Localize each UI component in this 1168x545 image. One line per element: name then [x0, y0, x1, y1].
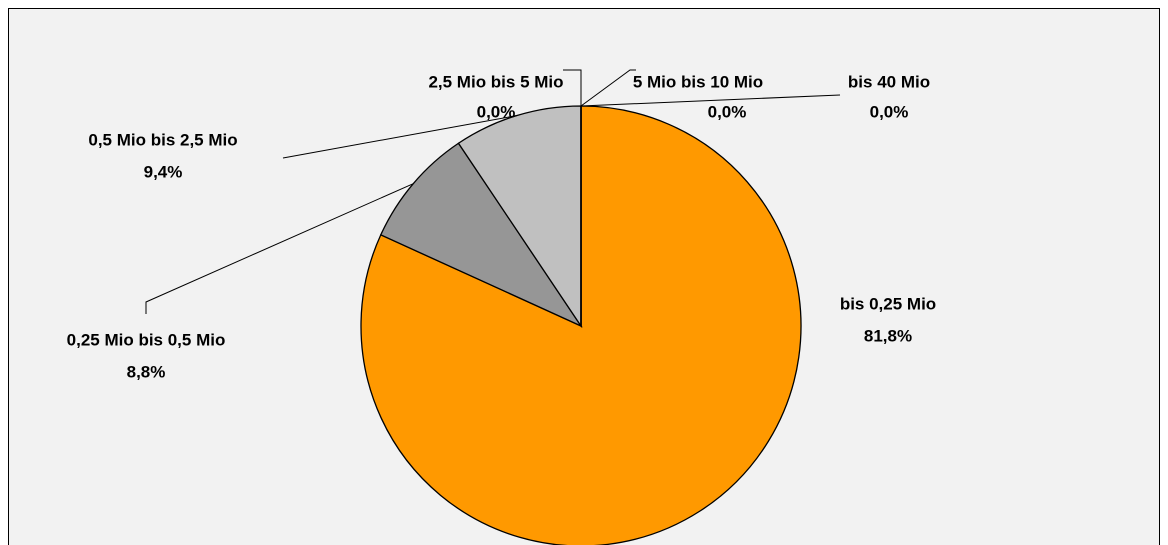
- leader-line: [580, 94, 841, 107]
- slice-label: 0,25 Mio bis 0,5 Mio: [67, 330, 226, 349]
- leader-line: [580, 69, 636, 107]
- pie-slice: [457, 105, 582, 329]
- slice-value-label: 0,0%: [477, 102, 516, 121]
- slice-label: 5 Mio bis 10 Mio: [633, 72, 763, 91]
- slice-label: 2,5 Mio bis 5 Mio: [428, 72, 563, 91]
- slice-value-label: 0,0%: [708, 102, 747, 121]
- pie-slice: [379, 142, 583, 328]
- slice-value-label: 8,8%: [127, 362, 166, 381]
- slice-label: bis 0,25 Mio: [840, 294, 936, 313]
- leader-line: [563, 69, 582, 106]
- leader-line: [282, 115, 518, 159]
- slice-label: 0,5 Mio bis 2,5 Mio: [88, 130, 237, 149]
- slice-label: bis 40 Mio: [848, 72, 930, 91]
- slice-value-label: 9,4%: [144, 162, 183, 181]
- slice-value-label: 81,8%: [864, 326, 912, 345]
- leader-line: [145, 183, 414, 314]
- slice-value-label: 0,0%: [870, 102, 909, 121]
